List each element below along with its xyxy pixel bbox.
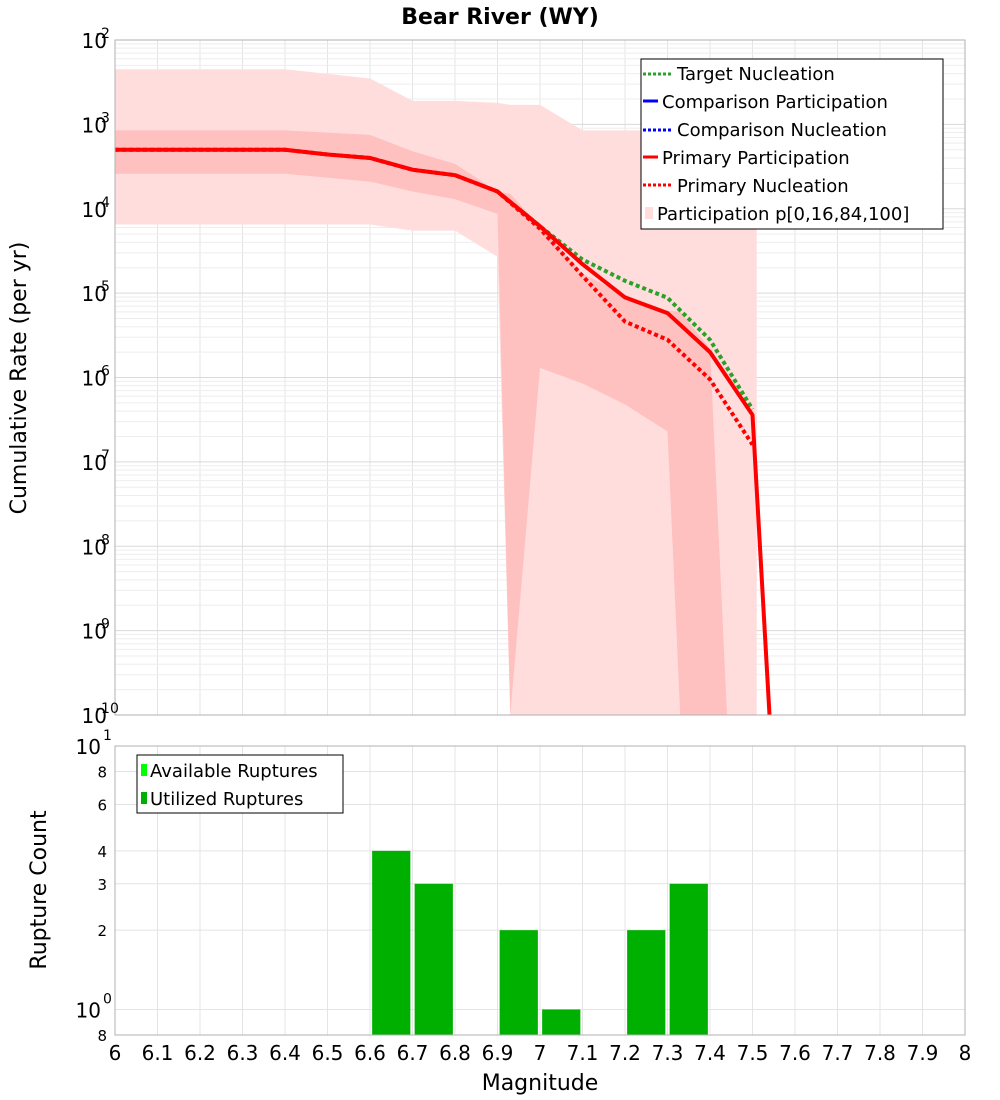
rupture-bar <box>499 930 538 1035</box>
legend-label-utilized-ruptures: Utilized Ruptures <box>150 789 303 810</box>
x-tick-label: 7.3 <box>652 1041 684 1065</box>
bottom-plot-frame <box>114 745 966 1036</box>
x-tick-label: 7.9 <box>907 1041 939 1065</box>
top-y-tick: 10-9 <box>82 617 110 644</box>
bottom-y-tick-base: 10 <box>76 735 101 759</box>
rupture-bar <box>372 850 411 1035</box>
x-tick-label: 6.8 <box>439 1041 471 1065</box>
bottom-y-major-tick: 10 1 <box>76 728 112 759</box>
bottom-y-tick-exponent: 1 <box>103 728 112 744</box>
x-tick-label: 6.1 <box>142 1041 174 1065</box>
x-tick-label: 6 <box>109 1041 122 1065</box>
x-tick-label: 7.5 <box>737 1041 769 1065</box>
x-tick-label: 6.7 <box>397 1041 429 1065</box>
bottom-bars <box>372 850 708 1035</box>
x-tick-label: 6.2 <box>184 1041 216 1065</box>
bottom-y-tick-exponent: 0 <box>103 991 112 1007</box>
bottom-y-minor-tick: 4 <box>97 843 107 861</box>
x-tick-label: 7.4 <box>694 1041 726 1065</box>
top-plot-frame <box>114 39 966 716</box>
x-tick-label: 6.6 <box>354 1041 386 1065</box>
top-y-tick-exponent: -4 <box>96 195 110 211</box>
x-tick-label: 7.1 <box>567 1041 599 1065</box>
top-y-tick-exponent: -8 <box>96 532 110 548</box>
top-y-tick-base: 10 <box>82 704 107 728</box>
chart-title: Bear River (WY) <box>401 5 599 30</box>
top-y-tick: 10-2 <box>82 26 110 53</box>
legend-swatch-utilized-ruptures <box>141 792 147 804</box>
top-y-tick-base: 10 <box>82 29 107 53</box>
rupture-bar <box>414 883 453 1035</box>
top-bands <box>115 69 757 716</box>
bottom-y-tick-base: 10 <box>76 998 101 1022</box>
top-y-tick: 10-8 <box>82 532 110 559</box>
top-y-tick-base: 10 <box>82 282 107 306</box>
top-legend: Target Nucleation Comparison Participati… <box>640 58 944 230</box>
bottom-legend-box <box>136 754 344 814</box>
top-y-tick-exponent: -3 <box>96 110 110 126</box>
top-y-tick-exponent: -2 <box>96 26 110 42</box>
top-y-tick-exponent: -10 <box>96 701 119 717</box>
top-y-tick-exponent: -7 <box>96 448 110 464</box>
top-y-tick: 10-5 <box>82 279 110 306</box>
legend-label-comparison-participation: Comparison Participation <box>662 92 888 113</box>
top-y-axis-label: Cumulative Rate (per yr) <box>7 242 32 515</box>
legend-label-primary-nucleation: Primary Nucleation <box>677 176 849 197</box>
series-primary-participation <box>115 147 772 716</box>
top-y-tick: 10-4 <box>82 195 111 222</box>
x-tick-label: 7.8 <box>864 1041 896 1065</box>
x-tick-label: 6.4 <box>269 1041 301 1065</box>
top-y-tick-exponent: -5 <box>96 279 110 295</box>
x-axis-label: Magnitude <box>482 1071 599 1096</box>
bottom-y-minor-tick: 8 <box>97 764 107 782</box>
bottom-y-axis-label: Rupture Count <box>27 810 52 970</box>
legend-swatch-participation-band <box>645 207 653 219</box>
bottom-x-ticks: 6 6.1 6.2 6.3 6.4 6.5 6.6 6.7 6.8 6.9 7 7.1 7.2 7.3 7.… <box>109 1041 972 1065</box>
top-y-tick-exponent: -9 <box>96 617 110 633</box>
legend-label-available-ruptures: Available Ruptures <box>150 761 318 782</box>
rupture-bar <box>627 930 666 1035</box>
bottom-legend: Available Ruptures Utilized Ruptures <box>136 754 344 814</box>
legend-label-primary-participation: Primary Participation <box>662 148 850 169</box>
x-tick-label: 6.5 <box>312 1041 344 1065</box>
top-y-tick-base: 10 <box>82 451 107 475</box>
top-y-tick: 10-7 <box>82 448 110 475</box>
x-tick-label: 7.2 <box>609 1041 641 1065</box>
bottom-y-minor-tick: 6 <box>97 796 107 814</box>
legend-swatch-available-ruptures <box>141 764 147 776</box>
bottom-y-minor-tick: 3 <box>97 876 107 894</box>
legend-label-comparison-nucleation: Comparison Nucleation <box>677 120 887 141</box>
top-legend-box <box>640 58 944 230</box>
top-y-tick-base: 10 <box>82 198 107 222</box>
bottom-y-minor-tick: 2 <box>97 922 107 940</box>
top-y-tick-base: 10 <box>82 620 107 644</box>
legend-label-participation-band: Participation p[0,16,84,100] <box>657 204 909 225</box>
top-y-tick: 10-3 <box>82 110 110 137</box>
top-lines <box>115 147 772 716</box>
x-tick-label: 8 <box>959 1041 972 1065</box>
band-p16-p84 <box>115 130 727 716</box>
top-y-tick-base: 10 <box>82 535 107 559</box>
bottom-y-major-tick: 10 0 <box>76 991 112 1022</box>
top-y-tick-base: 10 <box>82 113 107 137</box>
x-tick-label: 6.9 <box>482 1041 514 1065</box>
top-y-tick: 10-6 <box>82 364 111 391</box>
bottom-y-minor-tick: 8 <box>97 1027 107 1045</box>
rupture-bar <box>542 1009 581 1035</box>
band-p0-p100 <box>115 69 757 715</box>
x-tick-label: 7.6 <box>779 1041 811 1065</box>
top-y-tick-exponent: -6 <box>96 364 110 380</box>
top-y-tick: 10-10 <box>82 701 119 728</box>
top-y-tick-base: 10 <box>82 367 107 391</box>
series-target-nucleation <box>496 189 755 411</box>
x-tick-label: 7 <box>534 1041 547 1065</box>
x-tick-label: 7.7 <box>822 1041 854 1065</box>
legend-label-target-nucleation: Target Nucleation <box>676 64 835 85</box>
x-tick-label: 6.3 <box>227 1041 259 1065</box>
rupture-bar <box>669 883 708 1035</box>
